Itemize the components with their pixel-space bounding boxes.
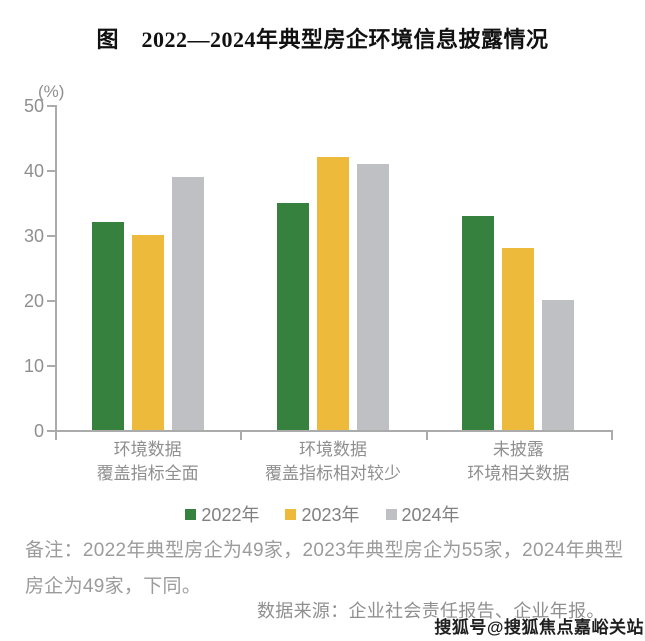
y-axis-tick-label: 20 (23, 291, 44, 311)
y-axis-tick-label: 0 (33, 421, 44, 441)
y-axis-tick-label: 50 (23, 96, 44, 116)
bar-2024年-cat1 (171, 176, 204, 430)
y-axis-tick-label: 40 (23, 161, 44, 181)
chart-legend: 2022年 2023年 2024年 (0, 501, 645, 527)
y-axis-tick-label: 10 (23, 356, 44, 376)
y-axis-line (55, 105, 57, 432)
x-axis-tick (611, 432, 613, 440)
x-axis-tick (240, 432, 243, 440)
bar-2024年-cat2 (357, 163, 389, 430)
bar-2022年-cat2 (277, 202, 309, 430)
bar-2022年-cat1 (91, 222, 124, 430)
bar-2023年-cat2 (317, 157, 349, 430)
x-category-label: 未披露 环境相关数据 (467, 440, 570, 483)
bar-2023年-cat1 (131, 235, 164, 430)
chart-footnote: 备注：2022年典型房企为49家，2023年典型房企为55家，2024年典型房企… (25, 540, 624, 597)
legend-item-2023年: 2023年 (285, 501, 360, 527)
bar-2023年-cat3 (502, 248, 535, 430)
y-axis-tick (47, 430, 55, 432)
legend-swatch-icon (385, 508, 397, 520)
x-axis-tick (425, 432, 428, 440)
y-axis-tick (47, 365, 55, 367)
legend-label: 2023年 (301, 505, 360, 525)
bar-2022年-cat3 (462, 215, 495, 430)
y-axis-tick-label: 30 (23, 226, 44, 246)
legend-swatch-icon (285, 508, 297, 520)
x-category-label: 环境数据 覆盖指标相对较少 (265, 440, 401, 483)
y-axis-tick (47, 235, 55, 237)
bar-2024年-cat3 (542, 300, 575, 430)
watermark-text: 搜狐号@搜狐焦点嘉峪关站 (434, 618, 644, 637)
x-axis-tick (55, 432, 57, 440)
chart-title: 图 2022—2024年典型房企环境信息披露情况 (96, 27, 549, 52)
x-category-label: 环境数据 覆盖指标全面 (96, 440, 199, 483)
legend-label: 2024年 (401, 505, 460, 525)
y-axis-tick (47, 300, 55, 302)
legend-item-2024年: 2024年 (385, 501, 460, 527)
y-axis-unit-label: (%) (38, 82, 65, 101)
y-axis-tick (47, 105, 55, 107)
legend-label: 2022年 (201, 505, 260, 525)
legend-swatch-icon (185, 508, 197, 520)
data-source-label: 数据来源：企业社会责任报告、企业年报。 (257, 601, 605, 621)
x-axis-line (55, 430, 613, 432)
y-axis-tick (47, 170, 55, 172)
legend-item-2022年: 2022年 (185, 501, 259, 527)
